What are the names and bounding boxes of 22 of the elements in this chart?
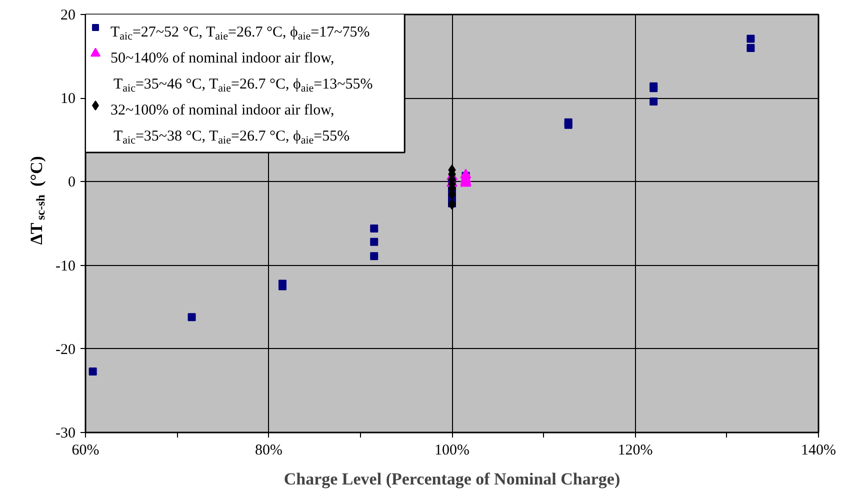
point [370,238,378,246]
point [88,367,97,376]
point [746,44,755,52]
x-tick-label: 80% [255,442,282,458]
x-tick-label: 100% [434,442,470,458]
point [564,120,572,129]
point [188,313,196,322]
point [370,224,378,233]
x-tick-label: 60% [72,442,100,458]
point [650,97,658,106]
y-tick-label: 0 [68,174,76,191]
y-tick-label: -10 [56,258,76,274]
x-tick-label: 140% [801,442,836,458]
y-axis-title: ΔTsc-sh (°C) [27,156,48,245]
y-tick-label: -30 [56,426,76,442]
point [746,34,755,43]
point [370,252,378,260]
x-tick-label: 120% [618,442,653,458]
y-tick-label: 10 [60,91,76,108]
y-tick-label: -20 [56,342,76,358]
y-tick-label: 20 [60,8,76,24]
x-axis-title: Charge Level (Percentage of Nominal Charge) [284,470,620,488]
